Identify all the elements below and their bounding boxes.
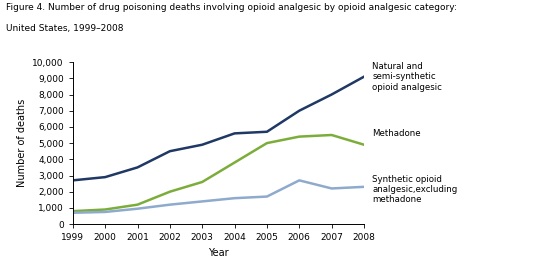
Y-axis label: Number of deaths: Number of deaths: [17, 99, 27, 187]
Text: Figure 4. Number of drug poisoning deaths involving opioid analgesic by opioid a: Figure 4. Number of drug poisoning death…: [6, 3, 456, 12]
Text: Methadone: Methadone: [372, 129, 421, 139]
Text: United States, 1999–2008: United States, 1999–2008: [6, 24, 123, 33]
Text: Synthetic opioid
analgesic,excluding
methadone: Synthetic opioid analgesic,excluding met…: [372, 175, 458, 204]
Text: Natural and
semi-synthetic
opioid analgesic: Natural and semi-synthetic opioid analge…: [372, 62, 442, 92]
X-axis label: Year: Year: [208, 248, 228, 258]
